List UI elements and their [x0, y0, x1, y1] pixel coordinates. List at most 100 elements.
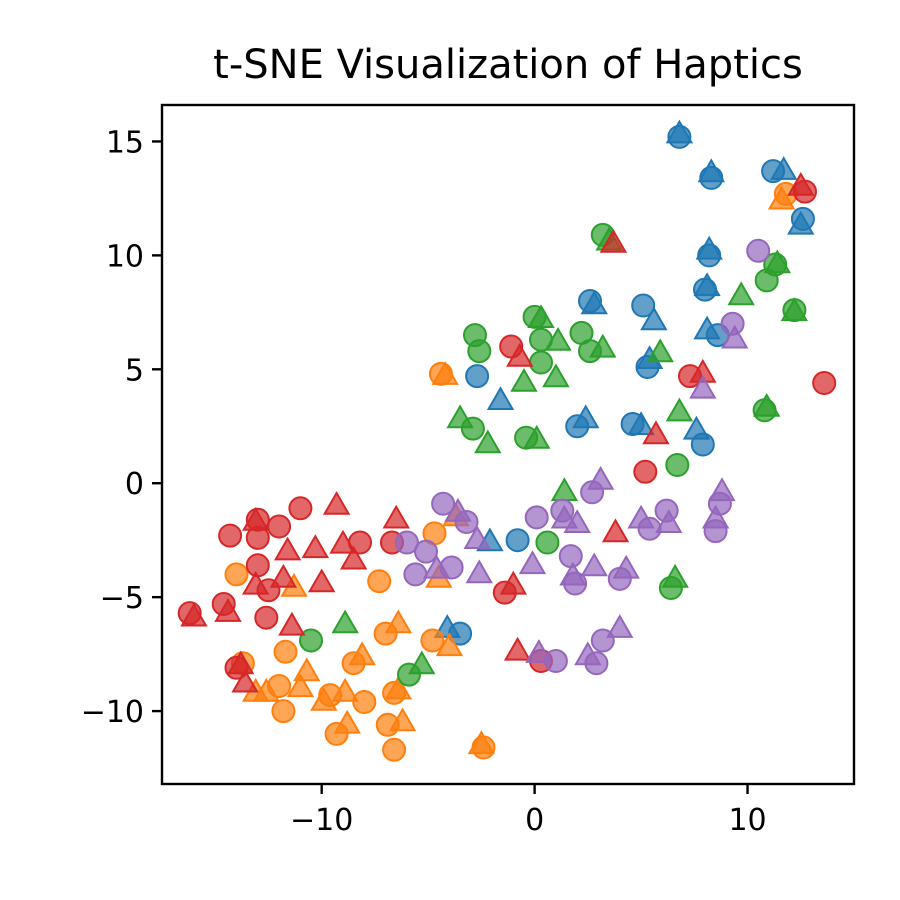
point-orange-circle: [273, 639, 298, 664]
point-red-triangle: [231, 668, 259, 693]
point-red-triangle: [278, 611, 306, 636]
point-blue-triangle: [697, 158, 726, 183]
point-green-triangle: [665, 397, 694, 422]
point-orange-circle: [224, 562, 249, 587]
point-green-triangle: [780, 297, 809, 322]
point-blue-triangle: [682, 415, 711, 440]
point-orange-triangle: [384, 675, 413, 700]
point-purple-triangle: [701, 504, 730, 529]
point-green-triangle: [542, 363, 570, 388]
point-red-circle: [288, 496, 313, 521]
point-green-triangle: [763, 249, 792, 274]
point-green-triangle: [550, 477, 579, 502]
point-green-triangle: [661, 563, 689, 588]
y-tick-label: 5: [125, 353, 144, 388]
point-blue-circle: [505, 528, 530, 553]
point-green-circle: [535, 530, 560, 555]
point-green-triangle: [527, 304, 555, 328]
point-purple-circle: [524, 505, 549, 530]
point-purple-triangle: [708, 477, 736, 502]
point-orange-triangle: [431, 361, 459, 385]
point-purple-triangle: [563, 509, 591, 533]
y-tick-label: 10: [106, 239, 144, 274]
point-red-triangle: [642, 420, 670, 445]
point-purple-triangle: [655, 509, 683, 533]
point-green-triangle: [446, 404, 474, 429]
point-green-triangle: [752, 392, 781, 417]
point-orange-circle: [352, 690, 377, 714]
point-green-triangle: [544, 326, 572, 351]
point-orange-circle: [367, 569, 392, 594]
point-red-triangle: [227, 650, 255, 675]
point-red-triangle: [503, 636, 532, 661]
point-orange-triangle: [467, 730, 496, 755]
y-tick-label: 15: [106, 125, 144, 160]
point-red-triangle: [241, 506, 270, 531]
x-tick-label: 10: [728, 803, 766, 838]
point-purple-triangle: [612, 554, 640, 579]
point-red-triangle: [506, 342, 534, 367]
point-orange-circle: [420, 628, 445, 653]
point-purple-triangle: [721, 324, 749, 349]
point-orange-circle: [271, 699, 296, 724]
series-orange: [224, 181, 798, 762]
axes-frame: [160, 103, 856, 786]
point-purple-circle: [403, 562, 428, 587]
point-purple-circle: [746, 238, 771, 263]
point-red-triangle: [269, 563, 298, 588]
point-green-triangle: [727, 281, 755, 306]
point-red-circle: [267, 514, 292, 539]
point-blue-circle: [631, 293, 656, 318]
point-purple-circle: [394, 530, 419, 555]
point-purple-triangle: [463, 525, 491, 549]
point-orange-triangle: [384, 609, 413, 634]
point-green-circle: [665, 453, 690, 477]
point-red-circle: [245, 553, 270, 578]
point-red-triangle: [787, 171, 815, 196]
point-purple-triangle: [606, 614, 634, 638]
series-blue: [433, 119, 815, 646]
series-purple: [394, 238, 771, 676]
point-green-triangle: [331, 609, 359, 634]
point-red-triangle: [301, 534, 330, 559]
point-green-circle: [467, 339, 492, 364]
point-purple-triangle: [525, 639, 553, 663]
point-purple-triangle: [627, 504, 655, 529]
point-red-triangle: [214, 598, 242, 622]
point-green-triangle: [589, 333, 617, 358]
point-purple-triangle: [574, 641, 602, 666]
point-green-circle: [529, 350, 553, 375]
chart-title: t-SNE Visualization of Haptics: [213, 42, 803, 88]
point-orange-triangle: [331, 677, 359, 702]
point-blue-triangle: [693, 272, 721, 297]
point-red-triangle: [241, 570, 270, 595]
series-red: [177, 171, 837, 693]
point-orange-triangle: [388, 707, 417, 732]
point-orange-triangle: [348, 641, 376, 666]
point-purple-triangle: [689, 374, 717, 399]
point-red-triangle: [599, 228, 628, 253]
y-tick-label: 0: [125, 467, 144, 502]
point-orange-triangle: [435, 632, 464, 657]
point-orange-circle: [382, 737, 407, 762]
point-green-triangle: [474, 429, 502, 454]
point-green-triangle: [646, 338, 674, 363]
point-purple-circle: [558, 544, 583, 569]
y-tick-label: −10: [81, 695, 144, 730]
point-green-triangle: [510, 367, 538, 392]
point-purple-triangle: [580, 552, 608, 577]
series-green: [299, 222, 809, 687]
x-axis-ticks: −10 0 10: [290, 784, 767, 838]
point-blue-triangle: [572, 404, 600, 429]
point-blue-triangle: [695, 235, 723, 260]
point-blue-triangle: [640, 306, 668, 331]
point-orange-triangle: [333, 709, 361, 734]
point-orange-triangle: [310, 686, 338, 711]
point-red-triangle: [329, 529, 357, 554]
point-red-triangle: [499, 570, 528, 595]
point-blue-triangle: [693, 315, 721, 340]
point-orange-triangle: [286, 673, 315, 698]
point-purple-triangle: [444, 497, 472, 522]
point-green-circle: [299, 628, 323, 653]
